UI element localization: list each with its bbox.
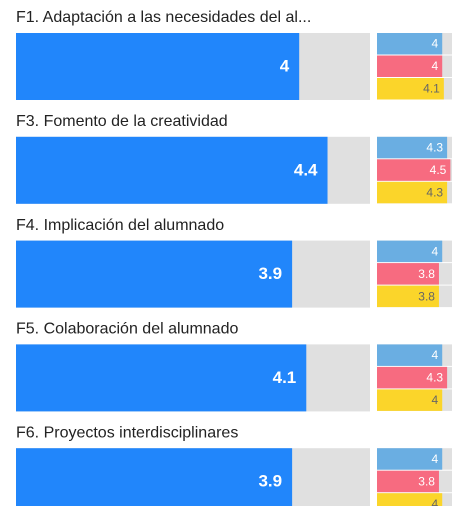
sub-bar xyxy=(377,240,443,263)
sub-bar-value: 4 xyxy=(432,244,439,258)
row-title: F4. Implicación del alumnado xyxy=(16,217,224,234)
sub-bar-value: 4 xyxy=(432,348,439,362)
sub-bar-value: 4.1 xyxy=(423,82,440,96)
sub-bar-value: 3.8 xyxy=(418,289,435,303)
sub-bar-value: 4 xyxy=(432,59,439,73)
sub-bar xyxy=(377,389,443,411)
sub-bar xyxy=(377,344,443,366)
sub-bar-value: 4 xyxy=(432,497,439,506)
row-title: F5. Colaboración del alumnado xyxy=(16,321,238,338)
row-title: F1. Adaptación a las necesidades del al.… xyxy=(16,9,311,26)
sub-bar xyxy=(377,55,443,77)
sub-bar xyxy=(377,136,448,159)
bar xyxy=(16,136,328,204)
bar xyxy=(16,344,307,412)
sub-bar-value: 4 xyxy=(432,452,439,466)
sub-bar xyxy=(377,181,448,204)
sub-bar xyxy=(377,448,443,470)
sub-bar-value: 4.3 xyxy=(426,371,443,385)
sub-bar-value: 3.8 xyxy=(418,474,435,488)
sub-bar-value: 4.3 xyxy=(426,140,443,154)
sub-bar xyxy=(377,470,439,493)
sub-bar-value: 4.3 xyxy=(426,185,443,199)
sub-bar-value: 4 xyxy=(432,37,439,51)
sub-bar-value: 3.8 xyxy=(418,267,435,281)
sub-bar xyxy=(377,493,443,506)
bar xyxy=(16,33,300,100)
bar-value: 4 xyxy=(280,56,290,75)
sub-bar xyxy=(377,263,439,285)
bar-value: 3.9 xyxy=(258,472,282,491)
sub-bar xyxy=(377,78,444,100)
sub-bar xyxy=(377,159,451,181)
bar xyxy=(16,448,293,506)
row-title: F6. Proyectos interdisciplinares xyxy=(16,424,238,441)
sub-bar xyxy=(377,285,439,308)
sub-bar xyxy=(377,33,443,55)
row-title: F3. Fomento de la creatividad xyxy=(16,113,228,130)
bar-value: 4.1 xyxy=(273,368,297,387)
bar xyxy=(16,240,293,308)
bar-value: 4.4 xyxy=(294,160,318,179)
sub-bar xyxy=(377,366,448,389)
sub-bar-value: 4 xyxy=(432,393,439,407)
sub-bar-value: 4.5 xyxy=(430,163,447,177)
bar-value: 3.9 xyxy=(258,264,282,283)
